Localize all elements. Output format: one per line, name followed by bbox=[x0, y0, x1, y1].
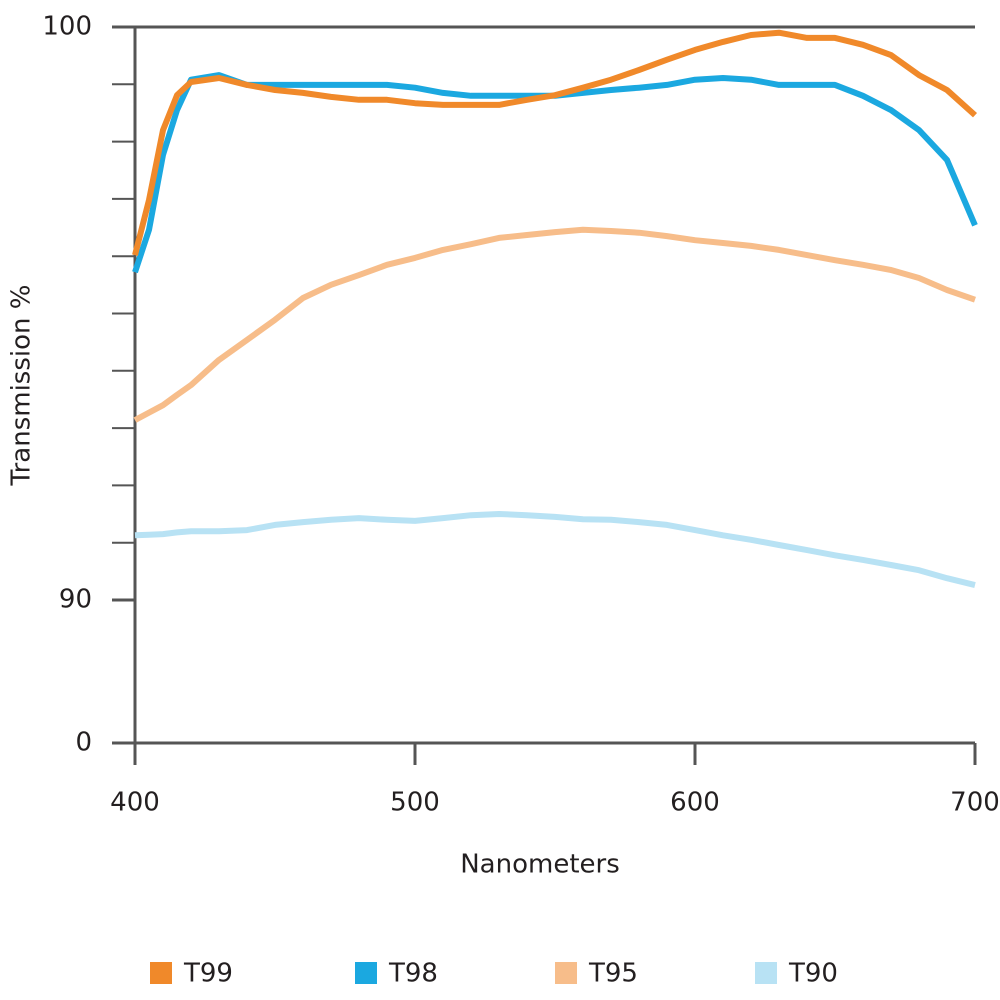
legend-swatch bbox=[355, 962, 377, 984]
y-tick-label: 0 bbox=[75, 728, 92, 758]
x-axis-label: Nanometers bbox=[460, 850, 620, 880]
x-tick-label: 500 bbox=[390, 788, 440, 818]
legend-swatch bbox=[755, 962, 777, 984]
legend-swatch bbox=[150, 962, 172, 984]
legend-label: T99 bbox=[183, 959, 233, 989]
series-line bbox=[132, 72, 978, 274]
series-line bbox=[132, 29, 978, 256]
legend-label: T95 bbox=[588, 959, 638, 989]
legend-label: T98 bbox=[388, 959, 438, 989]
legend-label: T90 bbox=[788, 959, 838, 989]
series-line bbox=[133, 226, 976, 423]
x-tick-label: 400 bbox=[110, 788, 160, 818]
legend-swatch bbox=[555, 962, 577, 984]
y-tick-label: 90 bbox=[59, 585, 92, 615]
y-axis-label: Transmission % bbox=[7, 285, 37, 487]
x-tick-label: 600 bbox=[670, 788, 720, 818]
series-line bbox=[134, 511, 976, 589]
y-tick-label: 100 bbox=[42, 12, 92, 42]
x-tick-label: 700 bbox=[950, 788, 1000, 818]
